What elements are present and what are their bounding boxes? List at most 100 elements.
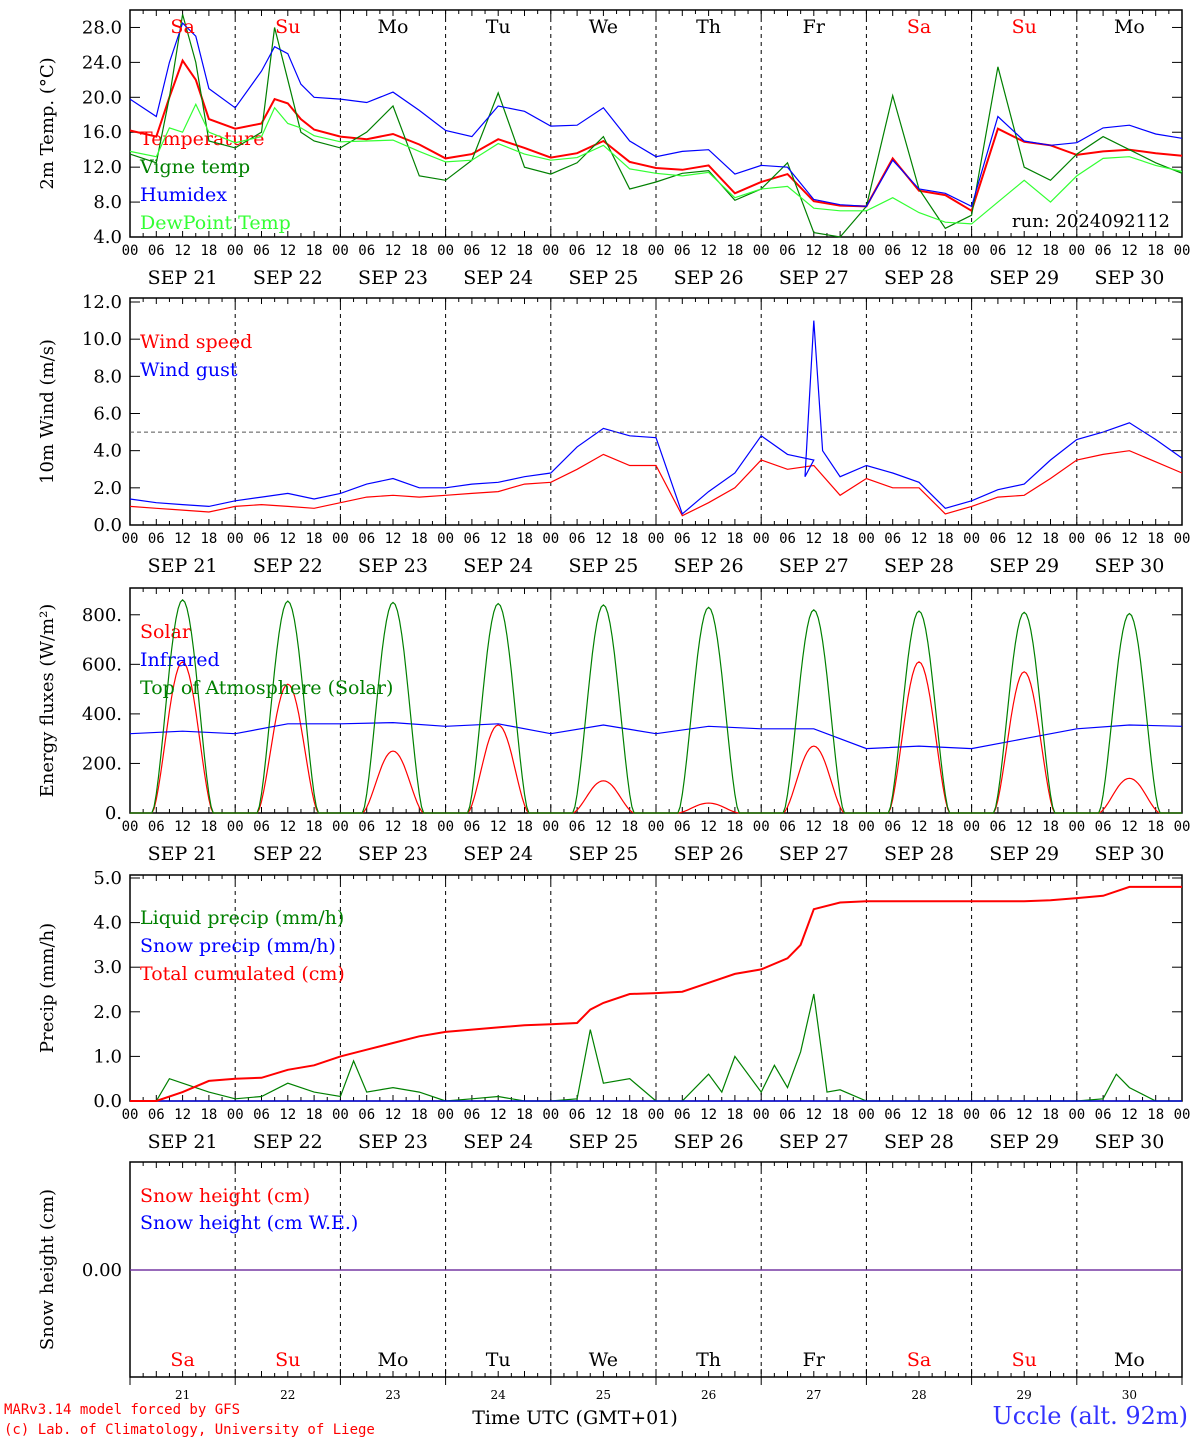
x-hour-label: 06 <box>148 819 165 835</box>
x-hour-label: 00 <box>963 243 980 259</box>
y-tick-label: 1.0 <box>93 1046 122 1067</box>
x-date-label: SEP 22 <box>253 1131 323 1153</box>
x-hour-label: 18 <box>937 243 954 259</box>
x-date-label: SEP 23 <box>358 555 428 577</box>
x-hour-label: 12 <box>385 531 402 547</box>
y-axis-title: Precip (mm/h) <box>37 923 58 1053</box>
x-hour-label: 12 <box>279 819 296 835</box>
x-hour-label: 06 <box>1095 243 1112 259</box>
x-hour-label: 06 <box>358 531 375 547</box>
station-name: Uccle (alt. 92m) <box>992 1402 1188 1430</box>
top-day-label: Fr <box>803 16 826 38</box>
y-axis-title: Snow height (cm) <box>37 1189 58 1350</box>
bottom-day-label: Mo <box>378 1349 409 1371</box>
y-tick-label: 2.0 <box>93 1002 122 1023</box>
bottom-day-number: 29 <box>1017 1388 1032 1402</box>
bottom-day-number: 28 <box>911 1388 926 1402</box>
x-hour-label: 06 <box>674 531 691 547</box>
panel-temperature: 4.0 8.0 12.0 16.0 20.0 24.0 28.0 2m Temp. (°C) 0… <box>37 9 1190 289</box>
x-hour-label: 18 <box>937 1107 954 1123</box>
x-hour-label: 18 <box>1147 819 1164 835</box>
x-hour-label: 06 <box>253 819 270 835</box>
x-hour-label: 06 <box>779 1107 796 1123</box>
y-tick-label: 20.0 <box>82 87 122 108</box>
x-hour-label: 12 <box>490 243 507 259</box>
x-hour-label: 18 <box>1042 819 1059 835</box>
x-hour-label: 06 <box>463 1107 480 1123</box>
x-hour-label: 06 <box>674 1107 691 1123</box>
x-hour-label: 06 <box>779 819 796 835</box>
x-date-label: SEP 30 <box>1094 555 1164 577</box>
x-hour-label: 18 <box>621 819 638 835</box>
legend-infrared: Infrared <box>140 649 220 671</box>
x-hour-label: 00 <box>753 819 770 835</box>
legend-solar: Solar <box>140 621 192 643</box>
bottom-day-number: 25 <box>596 1388 611 1402</box>
model-line: MARv3.14 model forced by GFS <box>4 1402 241 1418</box>
top-day-label: Sa <box>170 16 194 38</box>
x-hour-label: 00 <box>122 531 139 547</box>
x-hour-label: 18 <box>937 531 954 547</box>
x-hour-label: 06 <box>989 243 1006 259</box>
y-tick-label: 12.0 <box>82 157 122 178</box>
x-hour-label: 00 <box>648 1107 665 1123</box>
x-hour-label: 18 <box>200 819 217 835</box>
y-axis-title: 2m Temp. (°C) <box>37 57 58 189</box>
x-hour-label: 18 <box>200 1107 217 1123</box>
bottom-day-number: 26 <box>701 1388 716 1402</box>
x-hour-label: 00 <box>753 531 770 547</box>
x-hour-label: 00 <box>648 531 665 547</box>
x-hour-label: 12 <box>1121 1107 1138 1123</box>
x-hour-label: 00 <box>858 531 875 547</box>
series-line-wind-gust <box>129 320 1183 515</box>
x-hour-label: 06 <box>989 819 1006 835</box>
legend-dewpoint-temp: DewPoint Temp <box>140 212 291 234</box>
x-date-label: SEP 22 <box>253 555 323 577</box>
series-line-temperature <box>129 58 1183 213</box>
top-day-label: Su <box>275 16 300 38</box>
bottom-day-label: Sa <box>170 1349 194 1371</box>
x-hour-label: 06 <box>884 1107 901 1123</box>
x-date-label: SEP 28 <box>884 1131 954 1153</box>
series-line-humidex <box>129 21 1183 208</box>
x-hour-label: 06 <box>569 531 586 547</box>
y-tick-label: 800. <box>82 605 122 626</box>
x-date-label: SEP 30 <box>1094 1131 1164 1153</box>
x-hour-label: 00 <box>1068 1107 1085 1123</box>
x-hour-label: 06 <box>148 243 165 259</box>
x-hour-label: 12 <box>595 1107 612 1123</box>
x-hour-label: 12 <box>279 531 296 547</box>
x-hour-label: 18 <box>832 243 849 259</box>
series-line-wind-speed <box>129 450 1183 517</box>
x-hour-label: 06 <box>569 243 586 259</box>
y-axis-title: Energy fluxes (W/m²) <box>37 604 58 798</box>
x-hour-label: 18 <box>516 819 533 835</box>
top-day-label: Sa <box>907 16 931 38</box>
x-hour-label: 18 <box>411 531 428 547</box>
x-hour-label: 00 <box>437 819 454 835</box>
y-tick-label: 24.0 <box>82 52 122 73</box>
x-hour-label: 06 <box>253 243 270 259</box>
x-hour-label: 00 <box>858 1107 875 1123</box>
bottom-day-label: Sa <box>907 1349 931 1371</box>
legend-snow-precip-mm-h-: Snow precip (mm/h) <box>140 935 336 957</box>
x-hour-label: 12 <box>911 243 928 259</box>
x-hour-label: 00 <box>122 243 139 259</box>
y-tick-label: 4.0 <box>93 441 122 462</box>
x-date-label: SEP 27 <box>779 267 849 289</box>
x-date-label: SEP 28 <box>884 555 954 577</box>
y-tick-label: 0.0 <box>93 1091 122 1112</box>
bottom-day-label: Th <box>696 1349 721 1371</box>
legend-humidex: Humidex <box>140 184 227 206</box>
x-hour-label: 12 <box>1121 819 1138 835</box>
series-line-dewpoint-temp <box>129 102 1183 225</box>
x-hour-label: 00 <box>1174 531 1191 547</box>
x-date-label: SEP 29 <box>989 1131 1059 1153</box>
panel-snow: 0.00 Snow height (cm) Snow height (cm) Snow… <box>37 1161 1183 1378</box>
x-hour-label: 12 <box>385 243 402 259</box>
x-hour-label: 18 <box>726 243 743 259</box>
x-hour-label: 00 <box>227 1107 244 1123</box>
x-hour-label: 06 <box>1095 531 1112 547</box>
y-tick-label: 600. <box>82 654 122 675</box>
x-hour-label: 00 <box>963 531 980 547</box>
